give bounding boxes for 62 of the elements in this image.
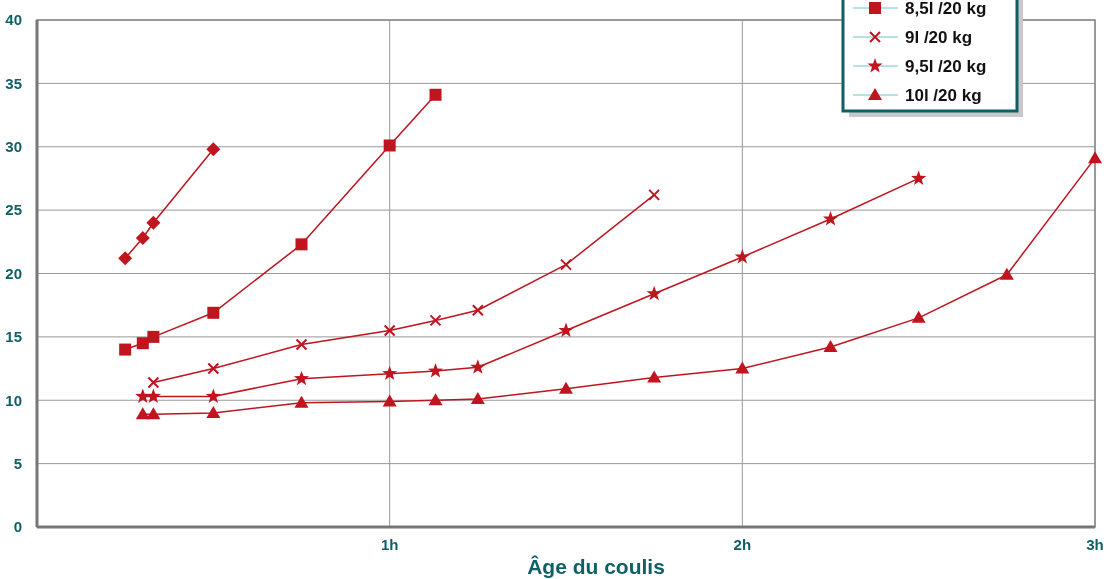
point	[382, 365, 398, 381]
point	[646, 285, 662, 301]
point	[647, 370, 662, 383]
point	[823, 340, 838, 353]
point	[999, 267, 1014, 280]
point	[383, 139, 396, 152]
y-tick-label: 35	[5, 74, 22, 92]
point	[207, 362, 220, 375]
point	[135, 407, 150, 420]
legend-label: 8,5l /20 kg	[905, 0, 987, 18]
point	[294, 395, 309, 408]
x-tick-label: 1h	[380, 536, 399, 553]
point	[382, 394, 397, 407]
point	[470, 359, 486, 374]
point	[207, 306, 220, 319]
point	[295, 238, 308, 251]
point	[135, 231, 150, 246]
point	[429, 88, 442, 101]
legend-label: 9,5l /20 kg	[905, 56, 987, 76]
point	[428, 393, 443, 406]
point	[1088, 151, 1102, 164]
point	[558, 322, 574, 338]
legend-label: 10l /20 kg	[905, 85, 982, 105]
y-tick-label: 10	[5, 391, 22, 409]
point	[147, 376, 160, 389]
point	[135, 388, 151, 403]
point	[136, 337, 149, 350]
point	[119, 343, 132, 356]
point	[205, 388, 221, 403]
x-tick-label: 3h	[1086, 536, 1104, 553]
y-tick-label: 15	[5, 328, 22, 346]
y-tick-label: 40	[5, 11, 22, 29]
point	[735, 361, 750, 374]
point	[145, 388, 161, 403]
point	[470, 391, 485, 404]
legend-label: 9l /20 kg	[905, 27, 973, 47]
y-tick-label: 0	[13, 518, 22, 536]
point	[560, 258, 572, 271]
x-tick-label: 2h	[733, 536, 752, 553]
y-tick-label: 25	[5, 201, 22, 219]
point	[118, 251, 133, 266]
point	[295, 338, 308, 351]
point	[383, 324, 396, 337]
point	[206, 405, 221, 418]
point	[911, 170, 927, 185]
y-tick-label: 5	[13, 454, 22, 472]
point	[146, 215, 161, 230]
point	[911, 310, 926, 323]
point	[429, 314, 442, 327]
point	[471, 304, 484, 317]
point	[293, 370, 310, 386]
point	[648, 188, 661, 201]
point	[147, 330, 160, 343]
point	[427, 363, 444, 378]
point	[146, 407, 161, 420]
y-tick-label: 30	[5, 138, 22, 155]
y-tick-label: 20	[5, 264, 22, 282]
point	[734, 249, 750, 264]
x-axis-title: Âge du coulis	[527, 555, 665, 578]
point	[559, 381, 573, 394]
point	[206, 142, 221, 157]
point	[822, 211, 839, 226]
